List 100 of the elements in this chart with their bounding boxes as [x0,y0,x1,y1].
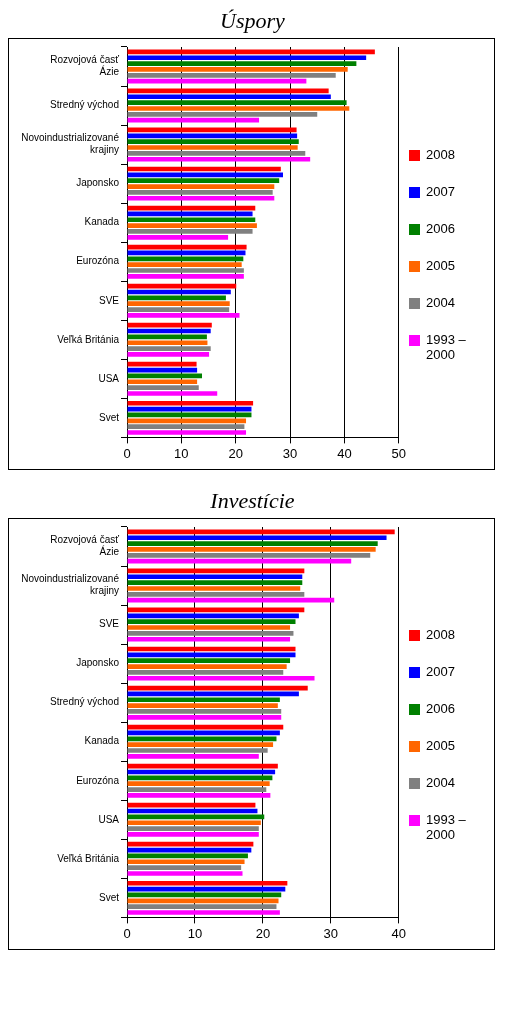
legend-label: 2006 [426,700,456,716]
bar [127,541,378,546]
bar [127,234,229,240]
bar [127,574,303,580]
bar [127,547,376,552]
y-tick-label: Svet [98,411,120,423]
bar [127,262,242,267]
bar [127,67,348,72]
bar [127,424,245,430]
bar [127,898,279,904]
x-tick-label: 30 [282,445,298,461]
bar [127,340,208,346]
y-tick-label: Svet [98,891,120,903]
bar [127,313,240,318]
bar [127,156,311,162]
x-tick-label: 40 [391,925,406,941]
bar [127,229,253,234]
legend-label: 1993 – 2000 [426,811,467,842]
bar [127,754,259,759]
bar [127,55,367,61]
bar [127,145,298,150]
bar [127,592,305,597]
bar [127,775,273,781]
bar [127,675,315,681]
bar [127,904,277,910]
bar [127,910,280,915]
bar [127,742,274,747]
bar [127,703,278,708]
y-tick-label: Kanada [84,735,120,747]
bar [127,826,259,831]
bar [127,586,301,591]
legend-label: 2007 [426,663,456,679]
bar [127,871,243,876]
y-tick-label: Rozvojová časť Ázie [50,54,120,78]
bar [127,139,299,145]
legend-label: 2005 [426,257,456,273]
bar [127,793,271,798]
bar [127,385,199,390]
bar [127,268,244,273]
bar [127,613,299,619]
bar [127,217,256,223]
y-tick-label: Japonsko [76,657,120,669]
legend-label: 2008 [426,146,456,162]
bar [127,190,273,195]
y-tick-label: Kanada [84,216,120,228]
bar [127,379,198,385]
y-tick-label: Stredný východ [50,696,119,708]
legend-label: 2006 [426,220,456,236]
bar [127,72,336,78]
bar [127,117,260,123]
bar [127,709,282,714]
bar [127,535,387,541]
bar [127,859,245,865]
bar [127,865,242,870]
bar [127,880,288,886]
x-tick-label: 10 [174,445,189,461]
x-tick-label: 0 [123,445,131,461]
legend-label: 2008 [426,626,456,642]
bar [127,781,270,787]
bar [127,274,244,279]
bar [127,295,226,301]
bar [127,78,307,84]
bar [127,178,280,184]
bar [127,580,303,585]
bar [127,748,268,753]
bar [127,112,318,117]
x-tick-label: 40 [337,445,352,461]
bar [127,61,357,66]
legend-label: 2005 [426,737,456,753]
y-tick-label: Novoindustrializované krajiny [21,132,120,156]
x-tick-label: 10 [187,925,203,941]
y-tick-label: Eurozóna [76,255,120,267]
bar [127,597,335,603]
bar [127,106,350,111]
bar [127,832,259,837]
y-tick-label: Novoindustrializované krajiny [21,573,120,597]
bar [127,625,291,630]
y-tick-label: Stredný východ [50,99,119,111]
bar [127,322,212,328]
x-tick-label: 0 [123,925,131,941]
bar [127,658,291,664]
bar [127,184,275,189]
bar [127,151,306,156]
bar [127,619,296,625]
chart-title: Investície [209,488,296,515]
bar [127,301,230,307]
y-tick-label: Veľká Británia [57,852,120,864]
bar [127,418,247,424]
bar [127,552,371,558]
bar [127,558,352,564]
y-tick-label: USA [98,813,120,825]
legend-label: 2004 [426,774,456,790]
bar [127,100,347,105]
legend-label: 2007 [426,183,456,199]
x-tick-label: 20 [228,445,243,461]
bar [127,636,291,642]
bar [127,841,254,847]
bar [127,307,230,312]
y-tick-label: Japonsko [76,177,120,189]
bar [127,664,287,669]
